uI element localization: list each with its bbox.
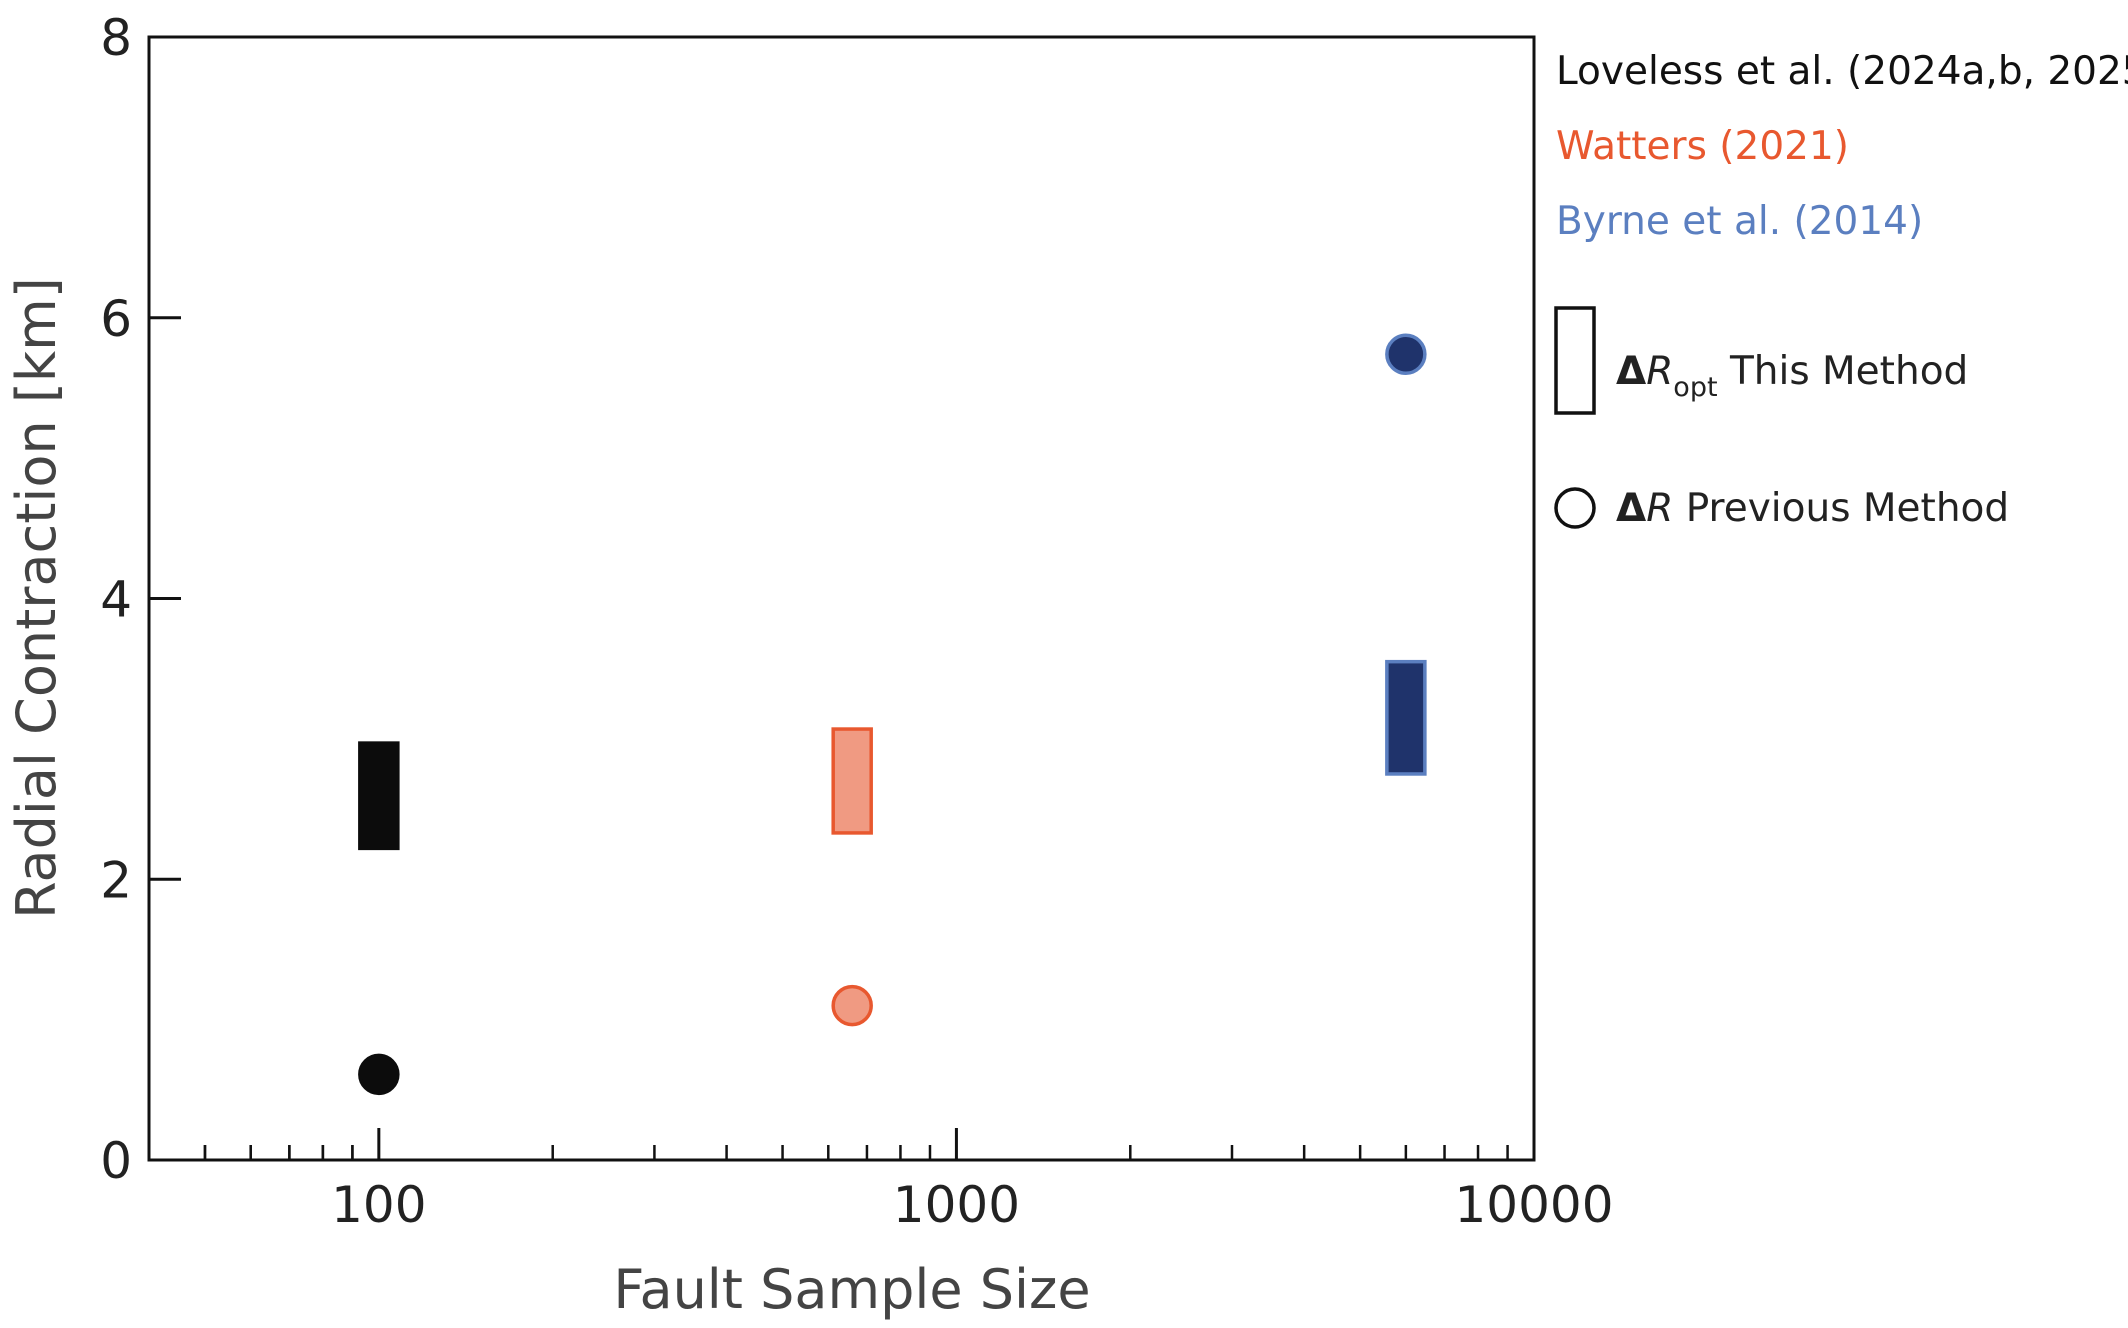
x-axis-title: Fault Sample Size xyxy=(613,1258,1090,1321)
x-tick-label: 10000 xyxy=(1454,1176,1613,1234)
delta-r-previous-point xyxy=(831,984,873,1027)
delta-r-opt-bar xyxy=(1385,659,1427,776)
delta-r-opt-bar xyxy=(831,727,873,835)
legend: Loveless et al. (2024a,b, 2025) Watters (… xyxy=(1554,49,2128,531)
y-tick-label: 2 xyxy=(100,851,132,909)
legend-circle-symbol xyxy=(1554,487,1596,529)
data-marks xyxy=(358,333,1427,1096)
y-tick-label: 8 xyxy=(100,9,132,67)
y-axis-ticks: 0 2 4 6 8 xyxy=(100,9,181,1190)
y-axis-title: Radial Contraction [km] xyxy=(5,277,68,919)
y-tick-label: 0 xyxy=(100,1132,132,1190)
delta-r-opt-bar xyxy=(358,741,400,851)
delta-r-previous-point xyxy=(358,1053,400,1096)
legend-opt-label: ΔRopt This Method xyxy=(1616,349,1968,403)
y-tick-label: 4 xyxy=(100,571,132,629)
legend-series-label: Watters (2021) xyxy=(1556,124,1849,169)
x-axis-ticks: 100 1000 10000 xyxy=(331,1128,1614,1234)
delta-r-previous-point xyxy=(1385,333,1427,375)
legend-bar-symbol xyxy=(1554,306,1596,415)
y-tick-label: 6 xyxy=(100,290,132,348)
x-tick-label: 1000 xyxy=(893,1176,1020,1234)
x-minor-ticks xyxy=(147,1145,1509,1160)
plot-frame xyxy=(147,35,1536,1162)
x-tick-label: 100 xyxy=(331,1176,426,1234)
legend-series-label: Loveless et al. (2024a,b, 2025) xyxy=(1556,49,2128,94)
legend-previous-label: ΔR Previous Method xyxy=(1616,486,2009,531)
legend-series-label: Byrne et al. (2014) xyxy=(1556,199,1923,244)
